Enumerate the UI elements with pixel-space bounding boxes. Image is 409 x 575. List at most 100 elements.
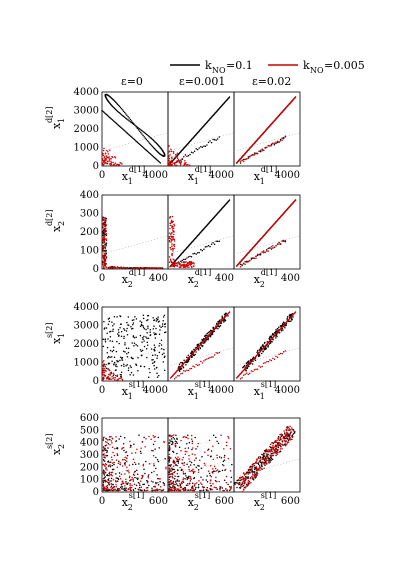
series-point-red-59 xyxy=(156,488,158,490)
series-point-black-258 xyxy=(135,364,138,366)
series-point-black-68 xyxy=(262,343,264,346)
series-point-red-91 xyxy=(198,479,200,482)
series-point-black-50 xyxy=(117,361,119,363)
series-point-black-196 xyxy=(164,323,167,325)
series-point-black-119 xyxy=(187,154,190,157)
series-point-black-72 xyxy=(176,460,178,463)
series-point-red-208 xyxy=(154,489,157,492)
series-point-red-109 xyxy=(104,489,107,492)
series-point-black-22 xyxy=(151,359,153,361)
series-point-red-94 xyxy=(148,435,150,438)
series-point-black-134 xyxy=(210,141,213,144)
series-point-red-45 xyxy=(177,489,180,492)
series-point-red-133 xyxy=(209,356,211,359)
series-point-black-216 xyxy=(156,159,159,161)
series-point-black-122 xyxy=(188,475,190,477)
series-point-black-215 xyxy=(118,460,120,462)
series-point-red-197 xyxy=(137,488,139,490)
series-point-red-6 xyxy=(109,158,111,160)
series-point-black-136 xyxy=(213,243,216,246)
series-point-black-42 xyxy=(116,375,118,378)
series-point-black-167 xyxy=(104,479,106,482)
series-point-black-209 xyxy=(222,460,225,463)
series-point-red-50 xyxy=(248,482,251,484)
series-point-red-61 xyxy=(109,371,112,374)
series-point-black-32 xyxy=(143,131,145,134)
series-point-red-190 xyxy=(282,437,284,439)
series-point-red-116 xyxy=(191,489,194,492)
legend: k NO =0.1 k NO =0.005 xyxy=(170,59,365,75)
series-point-red-199 xyxy=(210,475,213,478)
series-point-black-159 xyxy=(163,154,166,157)
series-point-black-183 xyxy=(162,361,165,363)
series-point-black-123 xyxy=(137,128,140,131)
series-point-black-123 xyxy=(259,253,262,256)
series-point-red-119 xyxy=(101,237,104,239)
series-point-black-252 xyxy=(147,325,149,327)
series-point-red-60 xyxy=(103,156,106,158)
series-point-black-173 xyxy=(178,370,181,372)
x-axis-label-main: x xyxy=(188,273,195,286)
series-point-red-109 xyxy=(103,232,106,234)
series-point-black-196 xyxy=(109,436,111,438)
series-point-red-50 xyxy=(168,256,171,258)
series-point-red-84 xyxy=(170,260,173,262)
series-point-red-9 xyxy=(153,463,155,465)
series-point-red-19 xyxy=(116,379,118,381)
series-point-red-104 xyxy=(243,478,245,481)
series-point-black-185 xyxy=(220,322,223,324)
series-point-black-131 xyxy=(172,451,175,453)
series-point-black-120 xyxy=(255,255,257,257)
series-point-black-156 xyxy=(289,320,292,323)
series-point-black-110 xyxy=(104,476,106,478)
series-point-red-8 xyxy=(170,233,172,235)
series-point-red-77 xyxy=(105,227,107,230)
series-point-black-21 xyxy=(155,482,157,485)
series-point-red-220 xyxy=(286,434,288,436)
series-point-black-215 xyxy=(202,489,205,491)
series-point-red-131 xyxy=(186,262,189,265)
series-point-black-199 xyxy=(139,144,142,146)
panel-frame xyxy=(233,194,301,270)
series-point-red-136 xyxy=(279,352,282,355)
series-point-black-90 xyxy=(173,438,176,440)
series-point-red-51 xyxy=(104,159,106,161)
series-point-red-125 xyxy=(262,362,265,364)
panel-r1-c3: x 1d[1]4000 xyxy=(233,91,301,186)
series-point-red-121 xyxy=(211,488,213,491)
y-tick-label: 1000 xyxy=(74,143,99,154)
series-point-black-45 xyxy=(146,331,148,334)
series-point-black-113 xyxy=(290,319,293,321)
series-point-black-115 xyxy=(128,117,130,119)
series-point-red-171 xyxy=(269,443,272,446)
series-point-red-210 xyxy=(163,441,165,444)
series-point-red-208 xyxy=(173,487,176,490)
series-point-black-191 xyxy=(131,137,134,139)
series-point-red-123 xyxy=(259,366,262,368)
series-point-red-65 xyxy=(284,433,286,435)
series-point-black-182 xyxy=(217,321,219,323)
series-point-red-168 xyxy=(111,474,113,477)
legend-label-black-main: k xyxy=(205,59,212,72)
series-point-black-166 xyxy=(251,363,254,365)
series-point-black-59 xyxy=(107,443,110,445)
series-point-black-130 xyxy=(145,138,148,141)
series-point-red-136 xyxy=(257,469,259,471)
series-point-red-17 xyxy=(170,148,172,151)
series-point-red-59 xyxy=(112,164,114,166)
series-point-black-89 xyxy=(268,343,271,345)
series-point-black-175 xyxy=(132,335,135,337)
series-point-red-127 xyxy=(266,146,268,149)
series-point-black-99 xyxy=(168,459,171,461)
series-point-red-114 xyxy=(180,373,182,375)
series-point-black-218 xyxy=(146,479,148,482)
series-point-black-155 xyxy=(275,330,278,333)
series-point-red-151 xyxy=(125,482,128,485)
series-point-red-191 xyxy=(105,438,108,440)
x-tick-label: 600 xyxy=(215,496,234,507)
y-tick-label: 200 xyxy=(80,462,99,473)
series-point-red-175 xyxy=(169,480,172,482)
series-point-red-118 xyxy=(252,370,254,373)
series-point-red-140 xyxy=(137,477,139,480)
